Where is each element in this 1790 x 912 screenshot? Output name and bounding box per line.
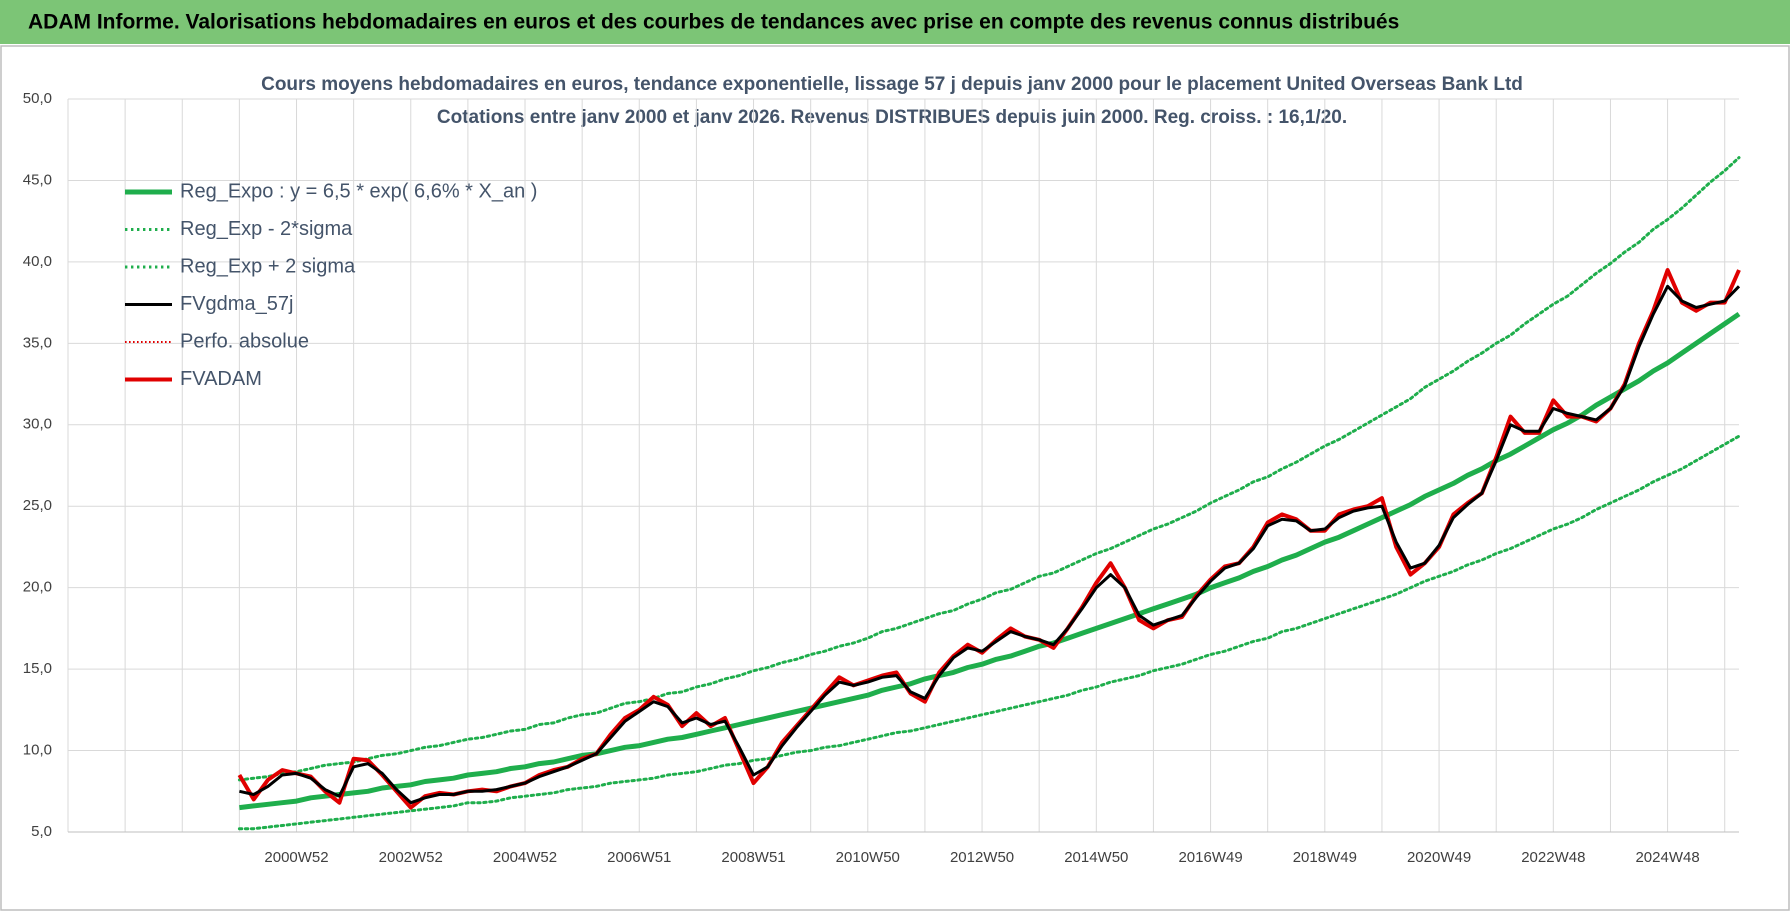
x-tick-label: 2020W49 bbox=[1407, 849, 1471, 866]
x-tick-label: 2010W50 bbox=[836, 849, 900, 866]
series-line bbox=[239, 284, 1741, 805]
x-tick-label: 2004W52 bbox=[493, 849, 557, 866]
legend-label: Perfo. absolue bbox=[180, 330, 309, 352]
x-tick-label: 2008W51 bbox=[721, 849, 785, 866]
chart-title: Cours moyens hebdomadaires en euros, ten… bbox=[261, 74, 1523, 95]
y-tick-label: 15,0 bbox=[23, 660, 52, 677]
y-tick-label: 50,0 bbox=[23, 90, 52, 107]
y-tick-label: 30,0 bbox=[23, 416, 52, 433]
chart-frame bbox=[0, 45, 1790, 911]
y-tick-label: 10,0 bbox=[23, 742, 52, 759]
series-line bbox=[239, 311, 1741, 811]
y-tick-label: 25,0 bbox=[23, 497, 52, 514]
header-bar bbox=[0, 0, 1790, 44]
x-tick-label: 2012W50 bbox=[950, 849, 1014, 866]
legend-label: FVgdma_57j bbox=[180, 293, 293, 315]
x-tick-label: 2022W48 bbox=[1521, 849, 1585, 866]
y-tick-label: 20,0 bbox=[23, 579, 52, 596]
legend-label: Reg_Exp - 2*sigma bbox=[180, 218, 353, 240]
series-line bbox=[237, 434, 1741, 831]
series-line bbox=[237, 156, 1741, 782]
y-tick-label: 45,0 bbox=[23, 171, 52, 188]
legend-label: Reg_Exp + 2 sigma bbox=[180, 255, 356, 277]
x-tick-label: 2014W50 bbox=[1064, 849, 1128, 866]
legend-label: Reg_Expo : y = 6,5 * exp( 6,6% * X_an ) bbox=[180, 180, 537, 202]
header-title: ADAM Informe. Valorisations hebdomadaire… bbox=[28, 11, 1399, 34]
y-tick-label: 35,0 bbox=[23, 334, 52, 351]
chart-subtitle: Cotations entre janv 2000 et janv 2026. … bbox=[437, 107, 1347, 128]
x-tick-label: 2000W52 bbox=[264, 849, 328, 866]
x-tick-label: 2016W49 bbox=[1178, 849, 1242, 866]
x-tick-label: 2018W49 bbox=[1293, 849, 1357, 866]
x-tick-label: 2006W51 bbox=[607, 849, 671, 866]
x-tick-label: 2002W52 bbox=[379, 849, 443, 866]
x-tick-label: 2024W48 bbox=[1635, 849, 1699, 866]
y-tick-label: 5,0 bbox=[31, 823, 52, 840]
legend-label: FVADAM bbox=[180, 368, 262, 390]
y-tick-label: 40,0 bbox=[23, 253, 52, 270]
